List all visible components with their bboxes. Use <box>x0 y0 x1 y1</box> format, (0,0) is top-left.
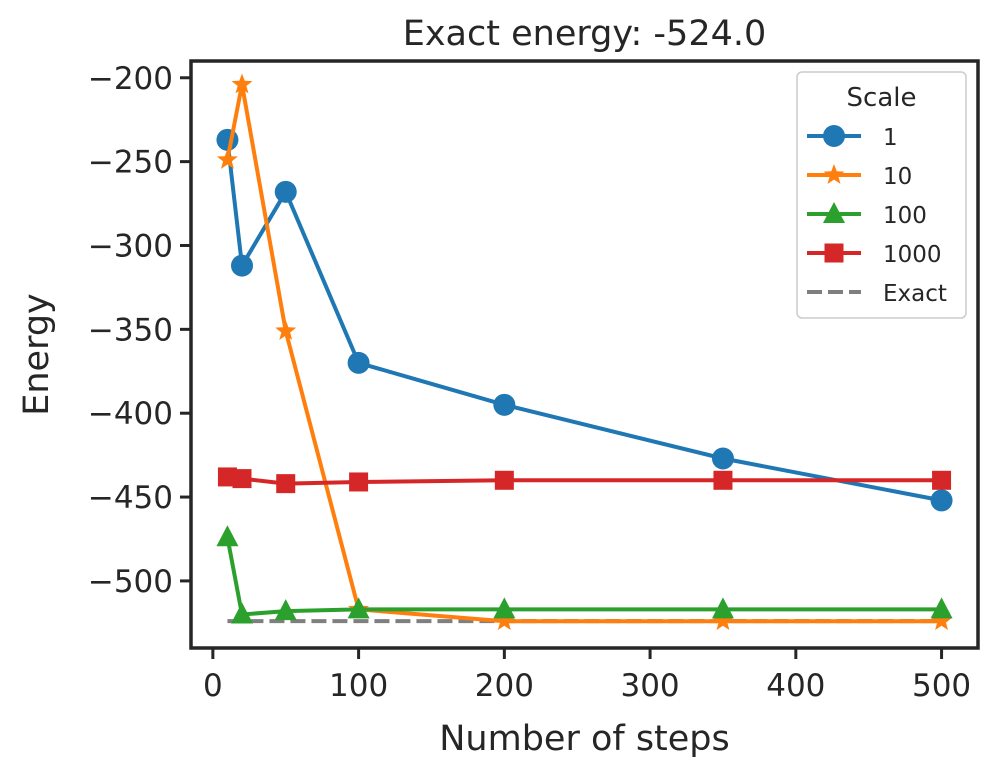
data-point-100-10 <box>216 525 239 547</box>
data-point-10-200 <box>493 610 515 631</box>
legend-label: 10 <box>883 164 912 190</box>
x-tick-label: 300 <box>620 668 679 704</box>
x-tick-label: 400 <box>766 668 825 704</box>
y-tick-label: −500 <box>88 564 173 600</box>
legend-marker-square <box>824 243 844 263</box>
data-point-100-50 <box>274 599 297 621</box>
legend-item-1: 1 <box>807 125 898 151</box>
y-tick-label: −400 <box>88 396 173 432</box>
legend-marker-triangle <box>823 202 845 223</box>
legend-label: 1 <box>883 125 898 151</box>
data-point-1000-350 <box>713 470 733 490</box>
x-tick-label: 200 <box>475 668 534 704</box>
data-point-100-20 <box>231 602 254 624</box>
data-point-1000-500 <box>932 470 952 490</box>
data-point-1000-50 <box>276 474 296 494</box>
data-point-100-500 <box>930 597 953 619</box>
data-point-100-200 <box>493 597 516 619</box>
y-tick-label: −350 <box>88 312 173 348</box>
chart-title: Exact energy: -524.0 <box>403 14 767 54</box>
data-point-10-500 <box>931 610 953 631</box>
data-point-10-350 <box>712 610 734 631</box>
data-point-10-50 <box>275 320 297 340</box>
legend-title: Scale <box>847 83 917 113</box>
x-tick-label: 0 <box>203 668 223 704</box>
data-point-1000-200 <box>494 470 514 490</box>
legend-marker-circle <box>823 125 845 147</box>
data-point-100-350 <box>711 597 734 619</box>
series-line-100 <box>225 535 944 617</box>
legend-label: Exact <box>883 281 947 307</box>
data-point-1-200 <box>493 393 516 416</box>
x-axis-title: Number of steps <box>439 719 730 759</box>
series-1000 <box>217 467 952 494</box>
x-tick-label: 500 <box>912 668 971 704</box>
data-point-1-500 <box>930 489 953 512</box>
legend-item-100: 100 <box>807 202 927 229</box>
legend-label: 1000 <box>883 242 942 268</box>
y-tick-label: −300 <box>88 228 173 264</box>
data-point-1000-100 <box>349 472 369 492</box>
axes: 0 100 200 300 400 500 −500 −450 −400 −350 −300 −250… <box>88 59 980 704</box>
y-tick-label: −250 <box>88 145 173 181</box>
legend-item-10: 10 <box>807 164 912 190</box>
data-point-1-350 <box>711 447 734 470</box>
data-point-1-50 <box>274 180 297 203</box>
data-point-1-20 <box>231 254 254 277</box>
legend-item-1000: 1000 <box>807 242 942 268</box>
data-point-1000-10 <box>217 467 237 487</box>
plot-frame <box>189 59 980 650</box>
y-tick-label: −450 <box>88 480 173 516</box>
data-point-1-10 <box>216 128 239 151</box>
data-point-1000-20 <box>232 469 252 489</box>
legend-item-exact: Exact <box>807 281 947 307</box>
y-axis-title: Energy <box>17 293 57 416</box>
data-point-100-100 <box>347 597 370 619</box>
data-point-10-20 <box>231 73 253 94</box>
x-tick-label: 100 <box>329 668 388 704</box>
data-point-1-100 <box>347 351 370 374</box>
legend: Scale 1 10 100 1000 Exact <box>796 71 967 319</box>
series-1 <box>216 128 953 512</box>
legend-marker-star <box>823 164 845 184</box>
plot-area <box>216 73 953 631</box>
y-tick-label: −200 <box>88 61 173 97</box>
legend-label: 100 <box>883 203 927 229</box>
series-100 <box>216 525 953 624</box>
data-point-10-10 <box>216 148 238 169</box>
